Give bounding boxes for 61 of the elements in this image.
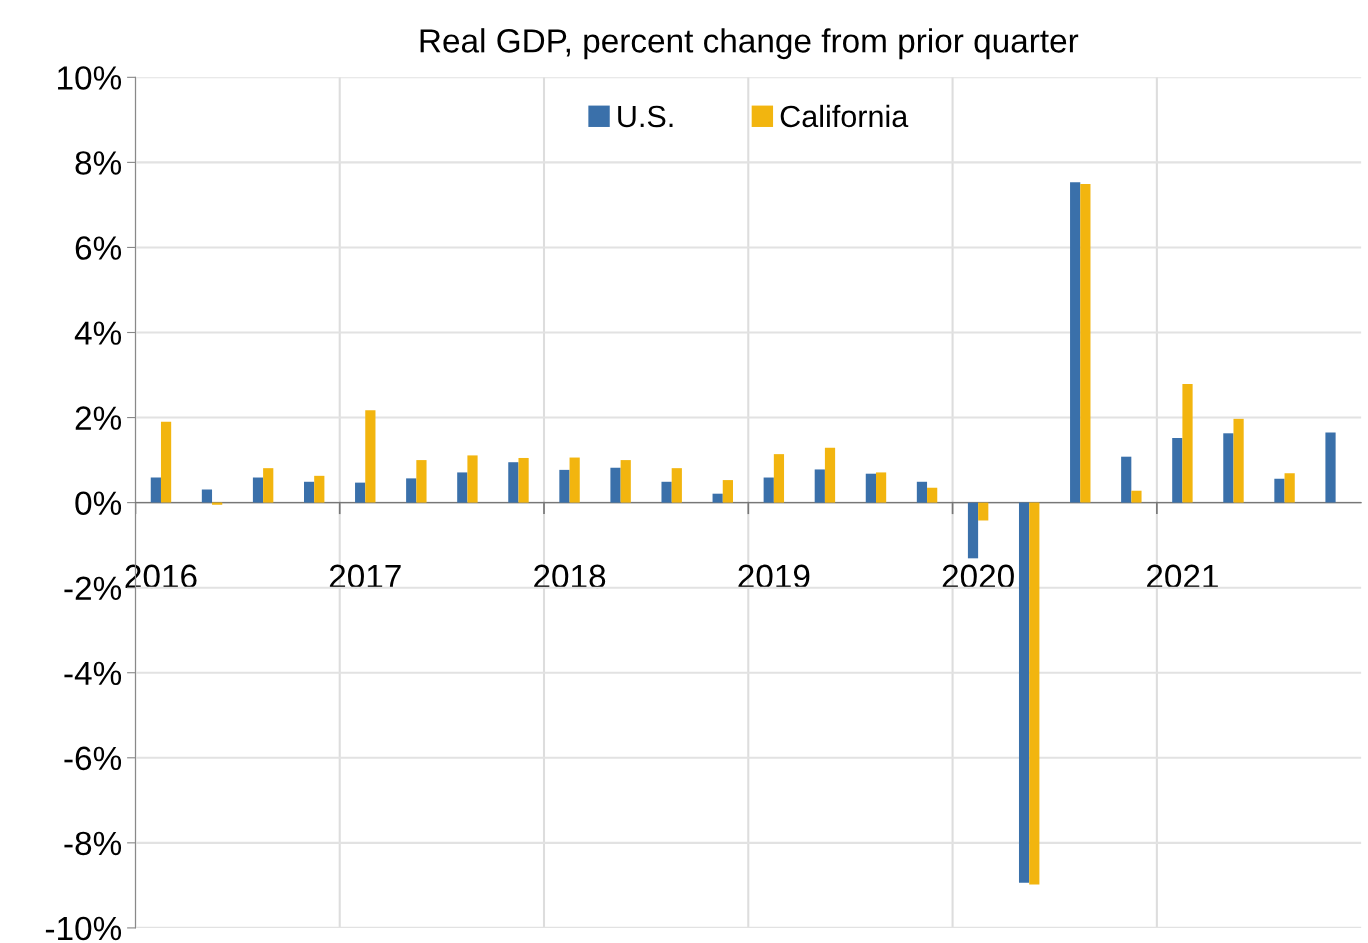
bar — [1131, 490, 1142, 503]
chart-title: Real GDP, percent change from prior quarter — [420, 28, 1079, 60]
bar — [416, 460, 427, 503]
y-tick-label: -2% — [64, 576, 122, 600]
bar — [1284, 473, 1295, 503]
bar — [1018, 502, 1030, 883]
bar — [303, 481, 315, 503]
bar — [722, 480, 733, 503]
bar — [457, 472, 468, 503]
y-tick-label: -4% — [64, 661, 122, 686]
y-tick-label: 0% — [75, 491, 122, 516]
bar — [406, 478, 417, 503]
bar — [1223, 433, 1234, 503]
bar — [978, 502, 989, 521]
bar — [1325, 432, 1336, 503]
y-tick-label: 8% — [75, 151, 122, 175]
bar — [355, 482, 366, 503]
bar — [1274, 478, 1285, 503]
bar — [824, 447, 836, 503]
bar — [610, 467, 621, 503]
bar — [252, 477, 264, 503]
y-tick-label: -6% — [64, 746, 122, 771]
bar — [671, 468, 682, 503]
bar — [467, 455, 478, 503]
bar — [314, 475, 325, 503]
y-tick-label: -10% — [45, 916, 122, 941]
bar — [865, 473, 876, 503]
bar — [927, 487, 938, 503]
bar — [661, 481, 672, 503]
bar — [967, 502, 979, 559]
bar — [1029, 502, 1040, 885]
bar — [814, 469, 825, 503]
bar — [875, 472, 887, 503]
bar — [916, 481, 928, 503]
bar — [201, 489, 213, 503]
y-tick-label: 10% — [58, 66, 122, 90]
bar — [1233, 418, 1244, 503]
bar — [763, 477, 774, 503]
y-tick-label: 6% — [75, 236, 122, 260]
bar — [773, 454, 785, 503]
legend-label: California — [780, 104, 909, 128]
bar — [212, 502, 223, 505]
y-tick-label: 2% — [75, 406, 122, 430]
legend-label: U.S. — [618, 105, 673, 128]
bar — [620, 460, 631, 503]
bar — [518, 457, 529, 503]
y-tick-label: 4% — [74, 321, 122, 345]
bar — [1182, 383, 1193, 503]
bar — [263, 468, 274, 503]
bar — [1080, 184, 1091, 503]
bar — [559, 469, 570, 503]
bar — [508, 462, 519, 503]
bar — [712, 493, 723, 503]
bar — [1172, 437, 1183, 503]
y-tick-label: -8% — [64, 831, 122, 856]
bar — [569, 457, 580, 503]
bar — [160, 421, 172, 503]
bar — [365, 410, 376, 503]
bar — [150, 477, 161, 503]
bar — [1121, 456, 1132, 503]
bar — [1070, 182, 1081, 503]
